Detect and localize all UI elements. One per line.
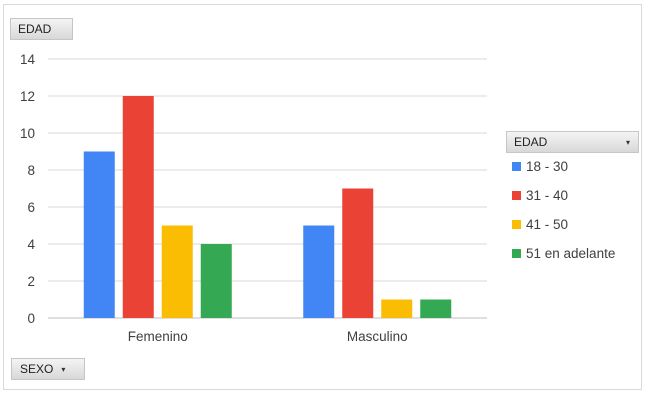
- legend-swatch: [512, 191, 521, 200]
- y-tick-label: 6: [27, 200, 35, 215]
- legend-label: 31 - 40: [526, 188, 569, 203]
- y-tick-label: 8: [27, 163, 35, 178]
- legend-item: 51 en adelante: [512, 246, 615, 261]
- edad-field-label: EDAD: [18, 22, 52, 36]
- bar-31-40-masculino: [342, 188, 374, 318]
- chevron-down-icon: ▾: [625, 137, 630, 147]
- sexo-field-button[interactable]: SEXO ▾: [11, 358, 85, 380]
- legend-label: 51 en adelante: [526, 246, 616, 261]
- legend-swatch: [512, 220, 521, 229]
- bar-51enadelante-femenino: [200, 244, 232, 318]
- bar-51enadelante-masculino: [420, 299, 452, 318]
- y-tick-label: 2: [27, 274, 35, 289]
- x-tick-label: Masculino: [347, 329, 408, 344]
- x-tick-label: Femenino: [128, 329, 188, 344]
- bar-18-30-masculino: [303, 225, 335, 318]
- sexo-field-label: SEXO: [20, 362, 54, 376]
- y-tick-label: 10: [20, 126, 35, 141]
- bar-41-50-femenino: [161, 225, 193, 318]
- legend-swatch: [512, 249, 521, 258]
- legend-field-label: EDAD: [514, 135, 548, 149]
- y-tick-label: 4: [27, 237, 35, 252]
- bar-31-40-femenino: [122, 96, 154, 318]
- bar-18-30-femenino: [83, 151, 115, 318]
- y-tick-label: 14: [20, 52, 36, 67]
- legend-label: 41 - 50: [526, 217, 569, 232]
- chevron-down-icon: ▾: [61, 364, 66, 374]
- legend-item: 18 - 30: [512, 159, 568, 174]
- y-tick-label: 0: [27, 311, 35, 326]
- legend-edad-filter-button[interactable]: EDAD ▾: [506, 131, 639, 153]
- y-tick-label: 12: [20, 89, 35, 104]
- legend-label: 18 - 30: [526, 159, 569, 174]
- legend-item: 41 - 50: [512, 217, 568, 232]
- edad-field-button[interactable]: EDAD: [10, 18, 73, 40]
- legend-swatch: [512, 162, 521, 171]
- bar-41-50-masculino: [381, 299, 413, 318]
- legend-item: 31 - 40: [512, 188, 568, 203]
